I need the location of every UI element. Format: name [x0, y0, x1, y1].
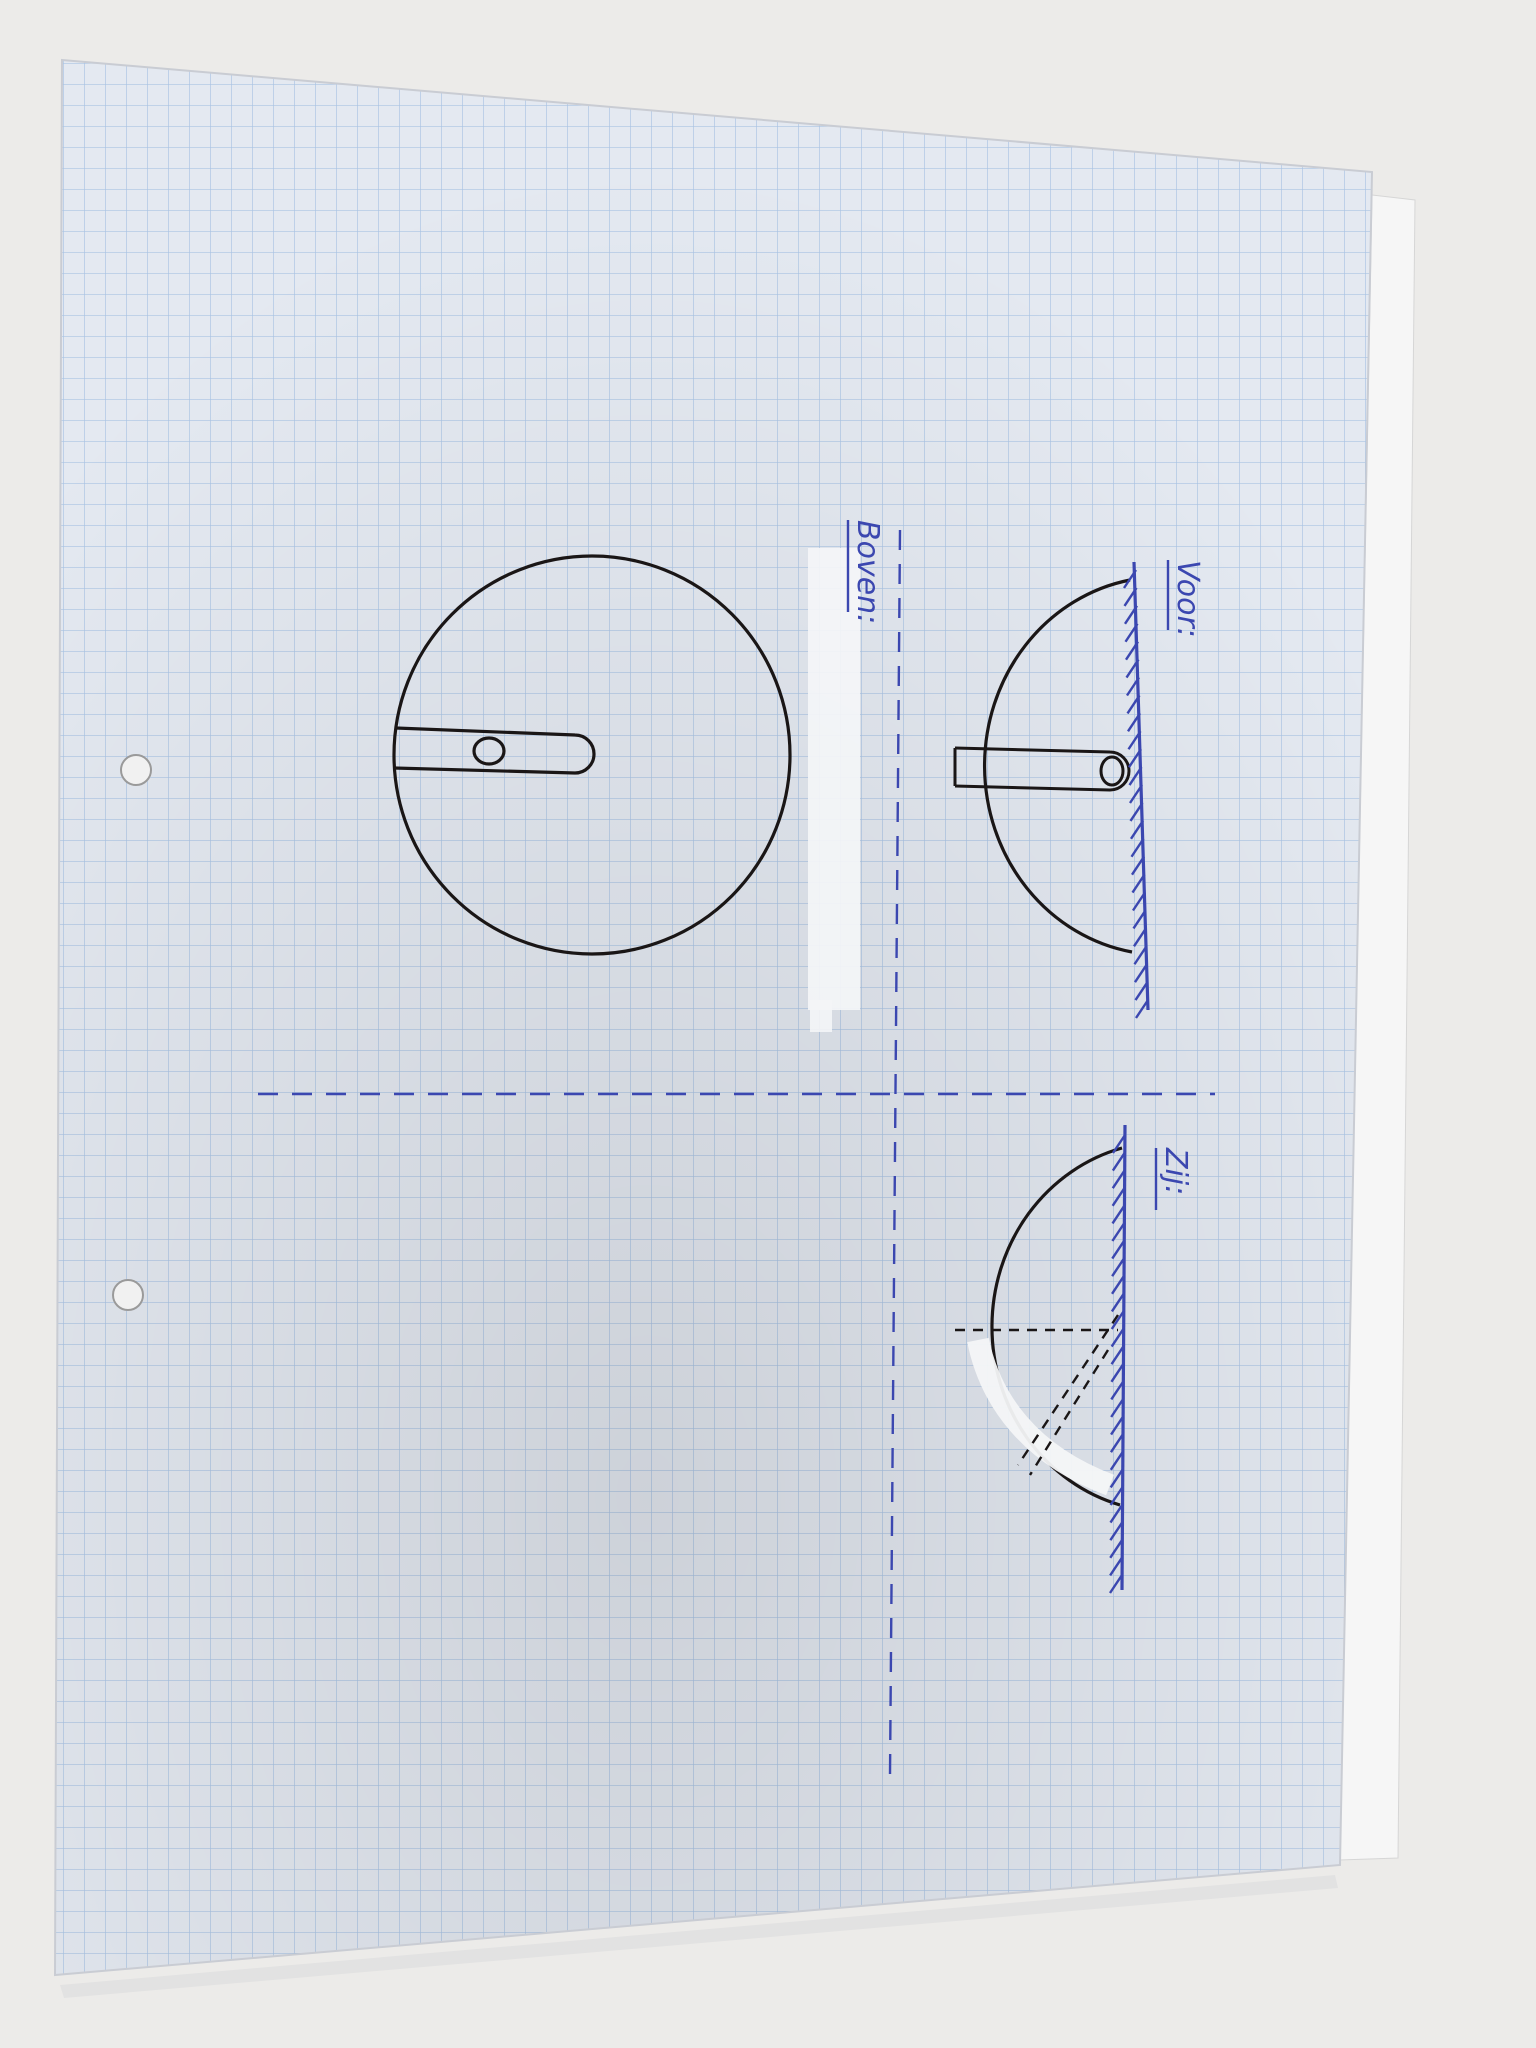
- hatch-tick: [1110, 1345, 1125, 1365]
- hatch-tick: [1132, 891, 1146, 912]
- side-view-wall-line: [1120, 1124, 1127, 1591]
- hatch-tick: [1128, 766, 1143, 786]
- side-view-correction-tape: [967, 1337, 1114, 1496]
- hatch-tick: [1126, 676, 1140, 697]
- hatch-tick: [1109, 1539, 1124, 1559]
- hatch-tick: [1111, 1222, 1126, 1242]
- correction-tape-end: [810, 1000, 832, 1032]
- side-view-hidden-line-diagonal-1: [1017, 1314, 1119, 1466]
- hatch-tick: [1111, 1275, 1126, 1295]
- front-view-slot: [954, 746, 1131, 792]
- graph-paper: [53, 58, 1374, 1977]
- hatch-tick: [1127, 730, 1142, 750]
- hatch-tick: [1109, 1556, 1124, 1577]
- hatch-tick: [1131, 873, 1146, 894]
- hatch-tick: [1109, 1574, 1123, 1594]
- hatch-tick: [1109, 1433, 1124, 1453]
- hatch-tick: [1126, 694, 1141, 715]
- top-view-label: Boven:: [850, 520, 885, 624]
- hatch-tick: [1111, 1257, 1126, 1277]
- hatch-tick: [1133, 945, 1148, 965]
- side-view-label: Zij:: [1158, 1147, 1193, 1195]
- hatch-tick: [1109, 1521, 1124, 1541]
- vertical-projection-axis: [888, 529, 902, 1776]
- hatch-tick: [1129, 784, 1143, 804]
- front-view-drawing: [953, 561, 1150, 1019]
- hatch-tick: [1111, 1151, 1126, 1172]
- top-view-drawing: [392, 554, 792, 956]
- punch-holes: [112, 754, 152, 1311]
- hatch-tick: [1123, 569, 1137, 589]
- hatch-tick: [1110, 1363, 1125, 1383]
- front-view-wall-hatching: [1123, 569, 1149, 1019]
- hatch-tick: [1109, 1451, 1124, 1471]
- hatch-tick: [1110, 1327, 1125, 1348]
- top-view-slot: [393, 726, 596, 775]
- hatch-tick: [1110, 1292, 1125, 1313]
- hatch-tick: [1133, 927, 1147, 947]
- hatch-tick: [1111, 1239, 1126, 1260]
- hatch-tick: [1110, 1398, 1125, 1418]
- hatch-tick: [1110, 1415, 1125, 1436]
- hatch-tick: [1127, 712, 1141, 732]
- hatch-tick: [1125, 641, 1139, 661]
- back-sheet-bottom: [60, 1875, 1338, 1998]
- hatch-tick: [1109, 1503, 1124, 1524]
- hatch-tick: [1130, 820, 1144, 840]
- correction-tape-strip: [808, 548, 860, 1010]
- hatch-tick: [1130, 838, 1145, 858]
- side-view-wall-hatching: [1109, 1134, 1126, 1594]
- hatch-tick: [1111, 1187, 1126, 1207]
- hatch-tick: [1128, 748, 1142, 768]
- side-view-hidden-line-diagonal-2: [1028, 1349, 1110, 1476]
- front-view-slot-hole: [1099, 755, 1125, 787]
- hatch-tick: [1125, 658, 1140, 679]
- hatch-tick: [1110, 1380, 1125, 1401]
- front-view-semicircle: [982, 578, 1133, 954]
- hatch-tick: [1132, 909, 1147, 930]
- hatch-tick: [1124, 605, 1138, 625]
- hatch-tick: [1124, 623, 1139, 643]
- hatch-tick: [1109, 1468, 1124, 1489]
- side-view-drawing: [955, 1124, 1127, 1594]
- hatch-tick: [1110, 1310, 1125, 1330]
- hatch-tick: [1111, 1204, 1126, 1225]
- hatch-tick: [1134, 963, 1148, 983]
- hatch-tick: [1134, 981, 1149, 1001]
- hatch-tick: [1129, 802, 1144, 822]
- hatch-tick: [1123, 587, 1138, 607]
- hatch-tick: [1135, 999, 1149, 1019]
- front-view-label: Voor:: [1170, 560, 1205, 638]
- hatch-tick: [1112, 1134, 1126, 1154]
- top-view-circle: [392, 554, 792, 956]
- top-view-slot-hole: [472, 736, 506, 766]
- hatch-tick: [1111, 1169, 1126, 1189]
- hatch-tick: [1131, 856, 1145, 876]
- hatch-tick: [1109, 1486, 1124, 1506]
